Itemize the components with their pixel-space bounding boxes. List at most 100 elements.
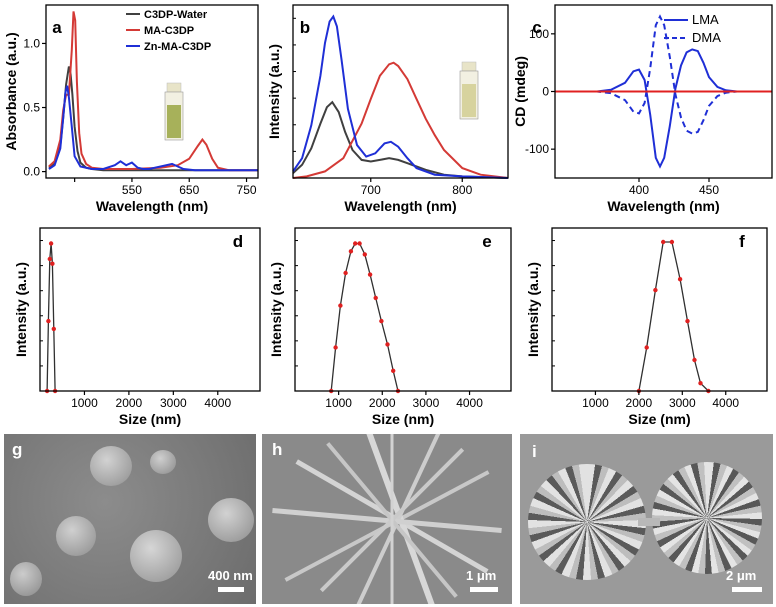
series-line-e-0 (330, 242, 399, 392)
vial-cap (166, 82, 182, 93)
legend-label: LMA (692, 12, 719, 27)
sem-image-i: i 2 μm (520, 434, 773, 604)
flower-particle (652, 462, 762, 574)
panel-label-e: e (482, 232, 491, 251)
x-tick-label: 2000 (626, 396, 653, 410)
data-point-d-3 (48, 241, 54, 246)
series-line-c-0 (555, 48, 772, 169)
x-tick-label: 1000 (71, 396, 98, 410)
y-axis-label: Absorbance (a.u.) (3, 32, 19, 150)
x-tick-label: 1000 (582, 396, 609, 410)
data-point-e-11 (385, 342, 390, 347)
x-tick-label: 2000 (369, 396, 396, 410)
x-axis-label: Wavelength (nm) (607, 198, 719, 214)
y-axis-label: Intensity (a.u.) (268, 262, 284, 357)
data-point-e-12 (391, 368, 396, 373)
panel-label-c: c (532, 18, 541, 37)
data-point-e-4 (348, 249, 354, 254)
data-point-e-6 (357, 241, 362, 246)
x-tick-label: 4000 (456, 396, 483, 410)
crystal-rod (390, 434, 394, 604)
x-axis-label: Wavelength (nm) (96, 198, 208, 214)
panel-label-b: b (300, 18, 310, 37)
x-tick-label: 750 (237, 183, 257, 197)
data-point-d-1 (46, 318, 51, 324)
flower-particle (528, 464, 646, 580)
x-tick-label: 800 (452, 183, 472, 197)
scale-label-h: 1 μm (466, 568, 497, 583)
sphere (10, 562, 42, 596)
x-axis-label: Size (nm) (372, 411, 434, 427)
series-line-f-0 (638, 241, 709, 392)
sem-image-h: h 1 μm (262, 434, 512, 604)
panel-label-a: a (52, 18, 62, 37)
sphere (130, 530, 182, 582)
chart-panel-a (42, 4, 259, 182)
y-axis-label: CD (mdeg) (512, 56, 528, 127)
x-tick-label: 550 (122, 183, 142, 197)
x-tick-label: 3000 (669, 396, 696, 410)
sem-image-g: g 400 nm (4, 434, 256, 604)
vial-cap (461, 61, 477, 72)
y-tick-label: 100 (529, 27, 549, 41)
data-point-d-2 (47, 256, 52, 262)
y-tick-label: 0 (542, 85, 549, 99)
particle-bridge (638, 518, 660, 526)
data-point-f-7 (692, 357, 697, 363)
x-axis-label: Size (nm) (628, 411, 690, 427)
data-point-f-2 (653, 287, 658, 293)
x-tick-label: 3000 (160, 396, 187, 410)
legend-label: DMA (692, 30, 721, 45)
legend-label: Zn-MA-C3DP (144, 41, 211, 53)
x-tick-label: 1000 (325, 396, 352, 410)
scale-label-i: 2 μm (726, 568, 757, 583)
series-line-a-0 (48, 66, 258, 172)
data-point-f-5 (677, 277, 683, 282)
data-point-e-10 (379, 318, 384, 324)
plot-frame-b (292, 4, 509, 179)
panel-label-f: f (739, 232, 745, 251)
vial-photo-b (459, 61, 479, 120)
data-point-e-9 (373, 295, 378, 301)
data-point-d-4 (50, 261, 55, 266)
data-point-f-6 (685, 318, 690, 324)
plot-frame-a (45, 4, 259, 179)
y-axis-label: Intensity (a.u.) (13, 262, 29, 357)
scale-bar-g (218, 587, 244, 592)
y-axis-label: Intensity (a.u.) (525, 262, 541, 357)
x-tick-label: 700 (361, 183, 381, 197)
y-tick-label: 0.0 (23, 165, 40, 179)
scale-bar-i (732, 587, 762, 592)
data-point-e-8 (367, 272, 373, 277)
sphere (56, 516, 96, 556)
sphere (208, 498, 254, 542)
panel-label-i: i (532, 442, 537, 461)
scale-label-g: 400 nm (208, 568, 253, 583)
panel-label-d: d (233, 232, 243, 251)
panel-label-g: g (12, 440, 23, 459)
x-tick-label: 4000 (712, 396, 739, 410)
vial-photo-a (164, 82, 184, 141)
x-tick-label: 3000 (413, 396, 440, 410)
series-line-c-1 (555, 14, 772, 135)
x-axis-label: Size (nm) (119, 411, 181, 427)
x-tick-label: 2000 (116, 396, 143, 410)
series-line-d-0 (46, 243, 56, 392)
vial-solution (462, 84, 476, 117)
data-point-f-1 (644, 345, 649, 350)
plot-frame-e (294, 227, 512, 392)
legend-label: MA-C3DP (144, 25, 194, 37)
vial-solution (167, 105, 181, 138)
y-tick-label: 0.5 (23, 101, 40, 115)
panel-label-h: h (272, 440, 283, 459)
legend-label: C3DP-Water (144, 9, 208, 21)
data-point-f-4 (669, 239, 675, 245)
y-axis-label: Intensity (a.u.) (266, 44, 282, 139)
series-line-b-1 (292, 61, 509, 179)
plot-frame-d (39, 227, 261, 392)
chart-panel-b (292, 4, 509, 182)
chart-panel-f (551, 227, 768, 395)
x-tick-label: 450 (699, 183, 719, 197)
x-tick-label: 400 (629, 183, 649, 197)
